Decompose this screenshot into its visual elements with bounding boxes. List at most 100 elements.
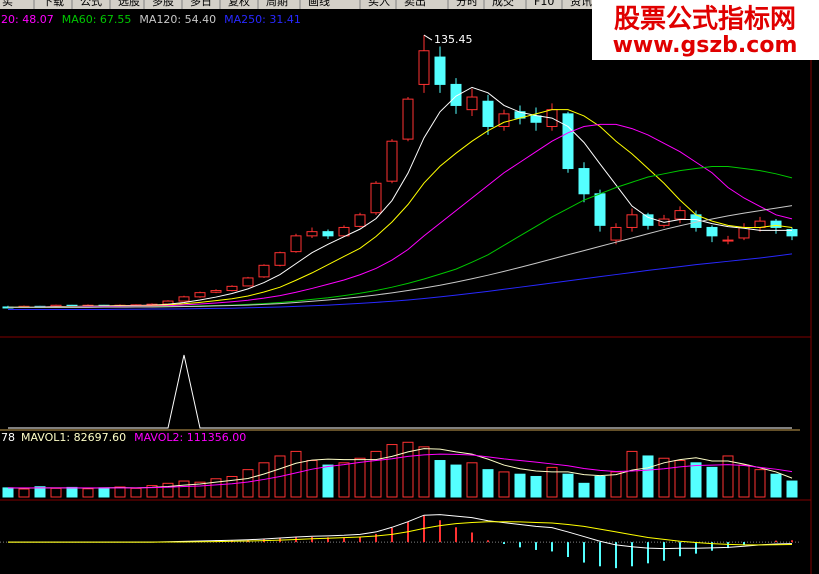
macd-bar (567, 542, 569, 557)
volume-bar (82, 488, 94, 498)
watermark-box (592, 0, 819, 60)
macd-bar (423, 515, 425, 543)
toolbar-item: 资讯 (570, 0, 592, 8)
volume-bar (658, 457, 670, 498)
toolbar-item: 多日 (190, 0, 212, 8)
volume-bar (162, 482, 174, 498)
candle-body (594, 193, 606, 226)
toolbar-item: 实 (2, 0, 13, 8)
legend-entry: MAVOL2: 111356.00 (134, 431, 246, 444)
candle-body (178, 296, 190, 302)
candle-body (290, 235, 302, 253)
candle-body (466, 96, 478, 111)
macd-bar (471, 532, 473, 543)
candle-body (418, 50, 430, 85)
macd-bar (439, 520, 441, 543)
volume-bar (578, 482, 590, 498)
candle-body (482, 100, 494, 127)
indicator-line (8, 354, 792, 429)
volume-bar (722, 455, 734, 498)
volume-bar (338, 462, 350, 498)
toolbar-item: 选股 (118, 0, 140, 8)
volume-bar (354, 457, 366, 498)
volume-bar (2, 487, 14, 498)
macd-bar (743, 542, 745, 545)
volume-bar (66, 486, 78, 498)
candle-body (306, 231, 318, 237)
volume-bar (610, 471, 622, 498)
volume-bar (434, 460, 446, 498)
volume-bar (706, 466, 718, 498)
candle-body (258, 264, 270, 278)
volume-bar (514, 473, 526, 498)
macd-bar (343, 537, 345, 543)
macd-bar (327, 537, 329, 543)
volume-bar (402, 441, 414, 498)
volume-bar (290, 450, 302, 498)
macd-bar (631, 542, 633, 567)
volume-bar (450, 464, 462, 498)
candle-body (530, 115, 542, 123)
indicator-line (8, 253, 793, 310)
volume-bar (98, 487, 110, 498)
toolbar-item: 公式 (80, 0, 102, 8)
candle-body (434, 56, 446, 85)
candle-body (322, 231, 334, 237)
legend-prefix: 78 (1, 431, 15, 444)
macd-bar (311, 536, 313, 543)
volume-bar (194, 481, 206, 498)
toolbar-item: 画线 (308, 0, 330, 8)
volume-bar (418, 446, 430, 498)
volume-bar (386, 444, 398, 498)
indicator-line (8, 123, 793, 308)
candle-body (674, 210, 686, 220)
macd-bar (711, 542, 713, 551)
volume-bar (594, 475, 606, 498)
candle-body (786, 229, 798, 237)
volume-bar (210, 478, 222, 498)
volume-bar (114, 486, 126, 498)
macd-bar (519, 542, 521, 548)
volume-bar (498, 471, 510, 498)
peak-leader (423, 34, 433, 41)
candle-body (242, 277, 254, 287)
toolbar-items: 实 下载 公式 选股 多股 多日 复权 周期 画线 买入 卖出 分时 成交 F10 资讯 (2, 0, 592, 9)
toolbar-item: 下载 (42, 0, 64, 8)
candle-body (578, 168, 590, 195)
candle-body (386, 140, 398, 182)
toolbar-item: F10 (534, 0, 554, 8)
volume-bar (690, 462, 702, 498)
legend-entry: 20: 48.07 (1, 13, 54, 26)
candle-body (370, 182, 382, 214)
volume-bar (754, 469, 766, 498)
macd-bar (503, 542, 505, 544)
volume-bar (674, 460, 686, 498)
indicator-line (8, 205, 793, 308)
volume-bar (642, 455, 654, 498)
macd-bar (775, 540, 777, 543)
candle-body (210, 290, 222, 293)
volume-bar (226, 475, 238, 498)
macd-bar (535, 542, 537, 550)
macd-bar (647, 542, 649, 564)
legend-entry: MA60: 67.55 (62, 13, 132, 26)
macd-bar (583, 542, 585, 563)
volume-bar (178, 480, 190, 498)
candle-body (194, 292, 206, 298)
volume-bar (738, 464, 750, 498)
macd-bar (615, 542, 617, 569)
candle-body (626, 214, 638, 228)
macd-bar (455, 527, 457, 543)
volume-bar (306, 460, 318, 498)
macd-bar (727, 542, 729, 549)
volume-bar (130, 487, 142, 498)
legend-entry: MA250: 31.41 (224, 13, 301, 26)
toolbar-item: 分时 (456, 0, 478, 8)
volume-bar (530, 475, 542, 498)
candle-body (642, 214, 654, 226)
macd-bar (551, 542, 553, 552)
macd-bar (391, 528, 393, 543)
legend-entry: MAVOL1: 82697.60 (21, 431, 126, 444)
